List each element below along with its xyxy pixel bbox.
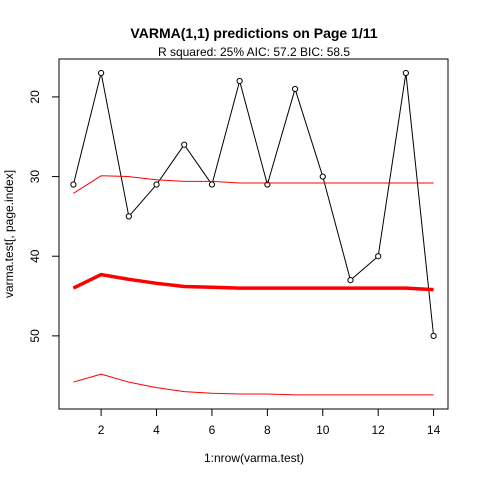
- observed-series-line: [72, 72, 435, 336]
- prediction-series-line: [72, 272, 434, 292]
- x-tick-label: 14: [427, 423, 441, 437]
- observed-point: [153, 181, 160, 188]
- y-tick-label: 20: [28, 90, 42, 104]
- observed-point: [430, 332, 437, 339]
- x-tick-label: 2: [98, 423, 105, 437]
- observed-point: [319, 173, 326, 180]
- observed-point: [375, 253, 382, 260]
- observed-point: [125, 213, 132, 220]
- x-tick-label: 6: [209, 423, 216, 437]
- observed-point: [70, 181, 77, 188]
- observed-point: [181, 141, 188, 148]
- observed-point: [291, 85, 299, 93]
- y-tick-label: 40: [28, 249, 42, 263]
- series-layer: [70, 69, 437, 396]
- x-axis: 2 4 6 8 10 12 14: [98, 408, 441, 437]
- chart-title: VARMA(1,1) predictions on Page 1/11: [130, 25, 377, 41]
- x-tick-label: 4: [153, 423, 160, 437]
- observed-point: [208, 181, 216, 188]
- y-tick-label: 30: [28, 170, 42, 184]
- x-tick-label: 10: [316, 423, 330, 437]
- chart-subtitle: R squared: 25% AIC: 57.2 BIC: 58.5: [158, 45, 350, 59]
- y-axis-label: varma.test[, page.index]: [2, 170, 16, 298]
- y-axis: 20 30 40 50: [28, 90, 60, 343]
- x-tick-label: 12: [371, 423, 385, 437]
- observed-point: [236, 77, 243, 85]
- x-tick-label: 8: [264, 423, 271, 437]
- lower-bound-series-line: [73, 373, 434, 396]
- x-axis-label: 1:nrow(varma.test): [204, 451, 304, 465]
- y-tick-label: 50: [28, 329, 42, 343]
- observed-point: [347, 277, 354, 284]
- observed-point: [402, 69, 409, 77]
- upper-bound-series-line: [73, 175, 434, 194]
- plot-frame: [58, 58, 449, 410]
- observed-point: [98, 69, 105, 77]
